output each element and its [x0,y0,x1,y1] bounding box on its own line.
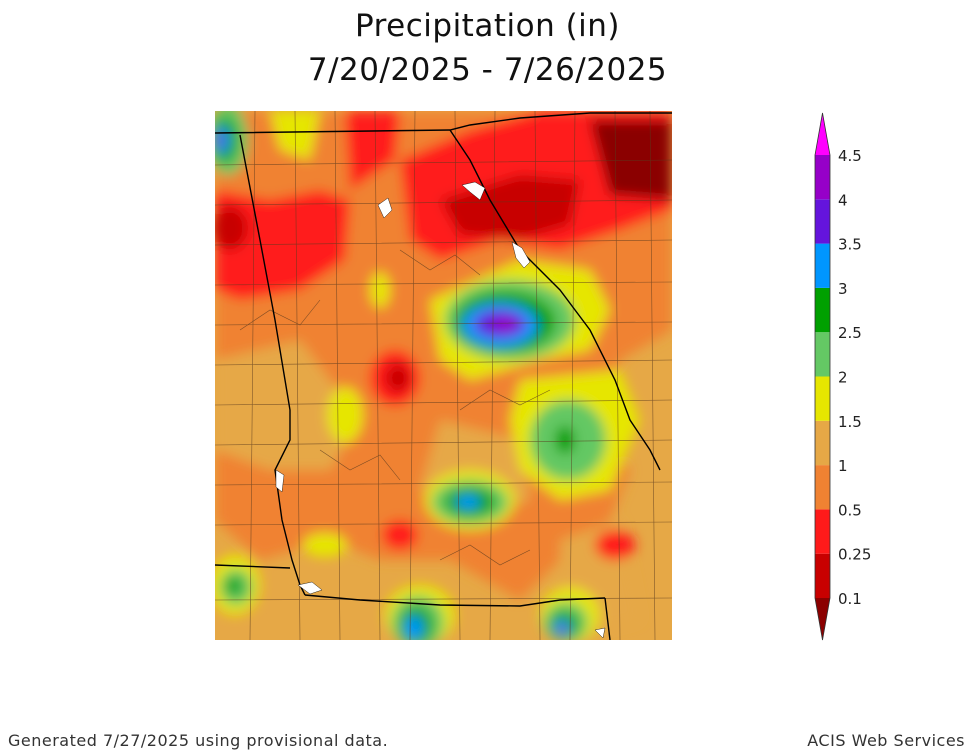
legend-tick-label: 4 [838,191,848,209]
precip-field [215,111,672,640]
legend-swatch [815,243,830,288]
footer-source: ACIS Web Services [807,731,965,750]
legend-high-arrow [815,113,830,155]
legend-tick-label: 2 [838,369,848,387]
legend-swatch [815,332,830,377]
water-bodies [275,181,606,639]
legend-swatch [815,199,830,244]
legend-swatch [815,155,830,200]
legend-swatch [815,376,830,421]
map-title: Precipitation (in) [354,8,621,44]
legend-swatch [815,420,830,466]
legend-low-arrow [815,598,830,640]
legend-tick-label: 4.5 [838,147,862,165]
legend-tick-label: 0.5 [838,501,862,519]
legend-swatch [815,465,830,510]
legend-outline [814,112,831,641]
state-boundaries [215,112,672,640]
legend-swatch [815,553,830,598]
county-lines [215,111,672,640]
legend-tick-label: 1.5 [838,413,862,431]
legend-tick-label: 0.25 [838,546,871,564]
legend-tick-label: 1 [838,457,848,475]
legend-tick-label: 3.5 [838,236,862,254]
legend-tick-label: 3 [838,280,848,298]
legend-swatch [815,509,830,554]
date-range: 7/20/2025 - 7/26/2025 [307,52,668,88]
legend-tick-label: 2.5 [838,324,862,342]
legend-tick-label: 0.1 [838,590,862,608]
footer-generated-note: Generated 7/27/2025 using provisional da… [8,731,389,750]
legend-swatch [815,287,830,333]
